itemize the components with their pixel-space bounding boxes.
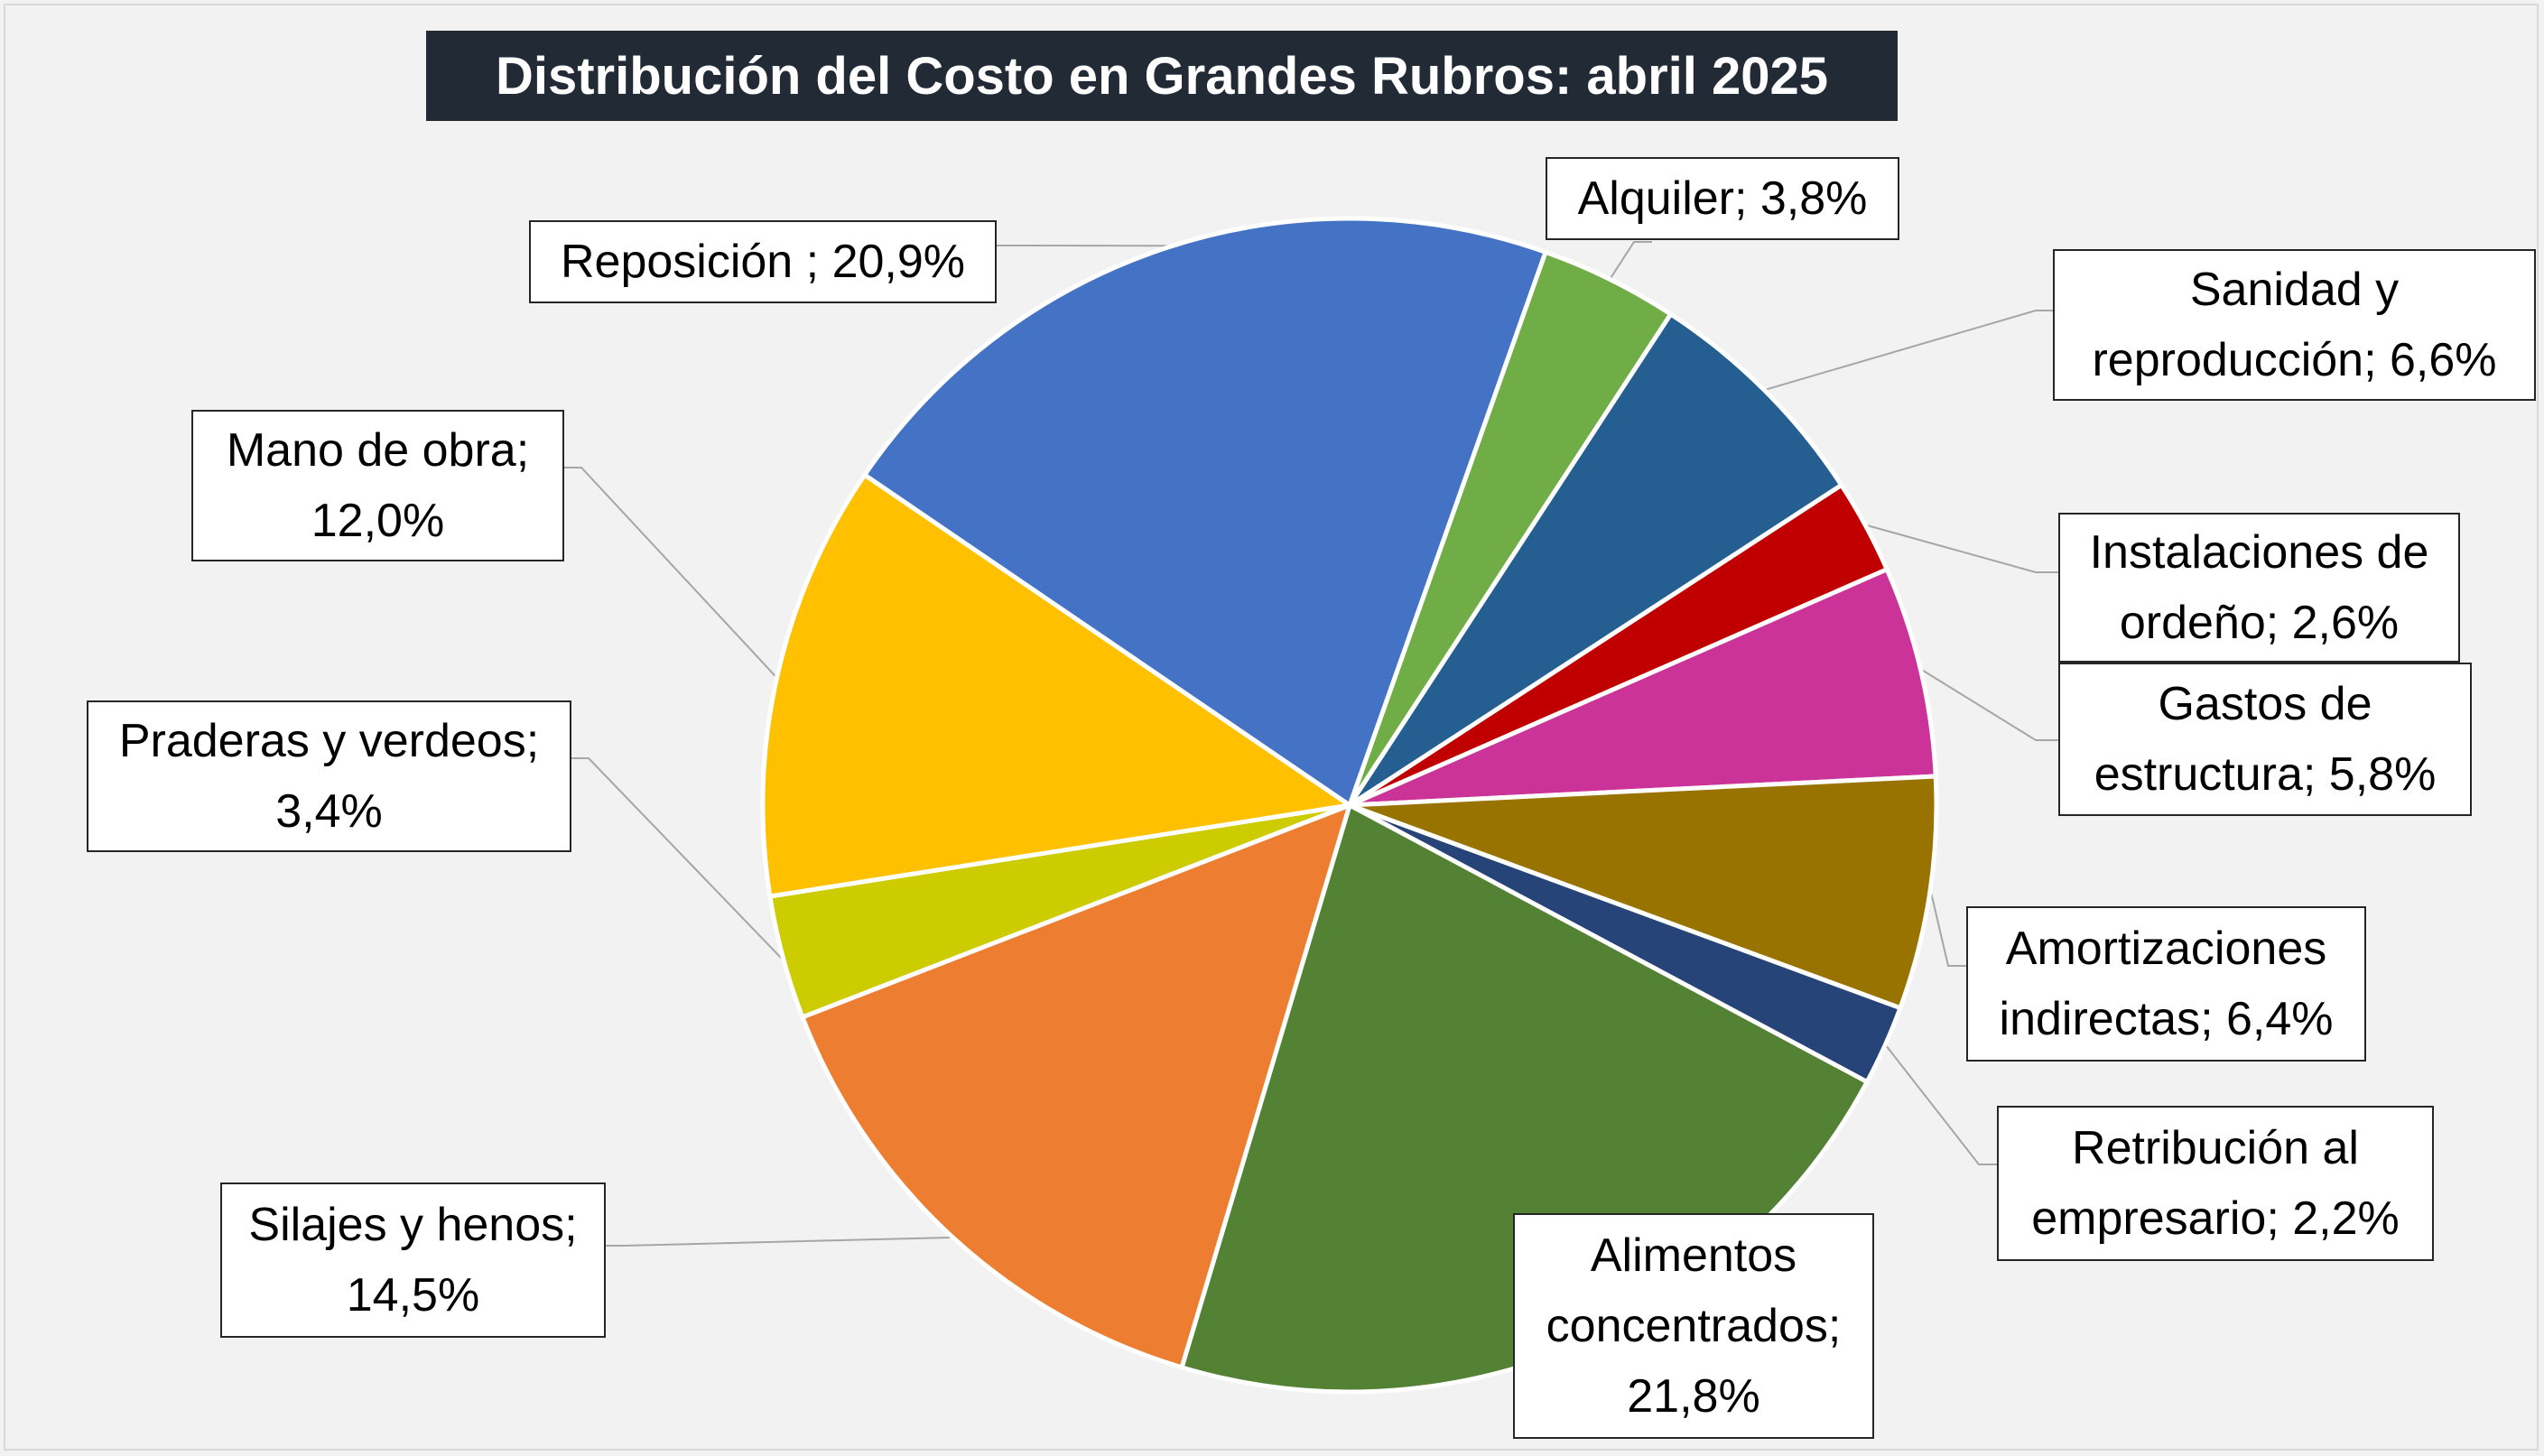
- data-label-line: ordeño; 2,6%: [2119, 597, 2400, 649]
- data-label-line: empresario; 2,2%: [2031, 1192, 2400, 1245]
- data-label-line: Alimentos: [1590, 1229, 1797, 1282]
- leader-lines: [564, 241, 2058, 1247]
- data-label-line: estructura; 5,8%: [2094, 748, 2437, 801]
- pie-slice-reposici-n: [862, 216, 1548, 808]
- data-label-sanidad-y-reproduccion: Sanidad y reproducción; 6,6%: [2053, 249, 2536, 401]
- data-label-reposicion: Reposición ; 20,9%: [529, 220, 997, 303]
- data-label-alimentos-concentrados: Alimentos concentrados; 21,8%: [1513, 1213, 1874, 1439]
- data-label-line: Praderas y verdeos;: [118, 715, 540, 767]
- data-label-line: 14,5%: [346, 1269, 480, 1322]
- data-label-line: Alquiler; 3,8%: [1577, 172, 1868, 225]
- data-label-line: indirectas; 6,4%: [1999, 993, 2334, 1045]
- data-label-gastos-de-estructura: Gastos de estructura; 5,8%: [2058, 663, 2472, 816]
- leader-line-instalaciones-de-orde-o: [1867, 524, 2058, 573]
- leader-line-sanidad-y-reproducci-n: [1766, 310, 2053, 391]
- data-label-instalaciones-de-ordeno: Instalaciones de ordeño; 2,6%: [2058, 513, 2460, 663]
- data-label-amortizaciones-indirectas: Amortizaciones indirectas; 6,4%: [1966, 906, 2366, 1062]
- data-label-mano-de-obra: Mano de obra; 12,0%: [191, 410, 564, 561]
- leader-line-gastos-de-estructura: [1922, 669, 2058, 741]
- data-label-silajes-y-henos: Silajes y henos; 14,5%: [220, 1182, 606, 1338]
- leader-line-praderas-y-verdeos: [571, 757, 783, 960]
- data-label-line: Silajes y henos;: [248, 1199, 578, 1251]
- data-label-line: 3,4%: [275, 785, 383, 838]
- data-label-line: Gastos de: [2158, 678, 2372, 730]
- leader-line-retribuci-n-al-empresario: [1886, 1045, 1997, 1165]
- pie-slices: [760, 216, 1939, 1395]
- data-label-line: Sanidad y: [2189, 264, 2400, 316]
- pie-slice-mano-de-obra: [760, 472, 1352, 899]
- pie-slice-silajes-y-henos: [800, 802, 1352, 1370]
- data-label-alquiler: Alquiler; 3,8%: [1546, 157, 1899, 240]
- data-label-line: Mano de obra;: [226, 424, 530, 477]
- leader-line-amortizaciones-indirectas: [1930, 894, 1966, 967]
- pie-slice-amortizaciones-indirectas: [1347, 774, 1939, 1011]
- data-label-line: Reposición ; 20,9%: [560, 236, 966, 288]
- leader-line-silajes-y-henos: [606, 1237, 951, 1247]
- data-label-line: Instalaciones de: [2089, 526, 2429, 579]
- data-label-praderas-y-verdeos: Praderas y verdeos; 3,4%: [87, 700, 571, 852]
- data-label-line: 12,0%: [311, 495, 445, 547]
- data-label-line: concentrados;: [1546, 1300, 1842, 1352]
- data-label-line: Retribución al: [2072, 1122, 2359, 1174]
- leader-line-alquiler: [1610, 241, 1652, 279]
- data-label-line: reproducción; 6,6%: [2092, 334, 2497, 386]
- data-label-retribucion-al-empresario: Retribución al empresario; 2,2%: [1997, 1106, 2434, 1261]
- pie-slice-gastos-de-estructura: [1347, 567, 1938, 808]
- leader-line-mano-de-obra: [564, 467, 776, 677]
- data-label-line: 21,8%: [1627, 1370, 1760, 1423]
- data-label-line: Amortizaciones: [2005, 923, 2327, 975]
- chart-title: Distribución del Costo en Grandes Rubros…: [426, 31, 1898, 121]
- pie-slice-sanidad-y-reproducci-n: [1347, 311, 1844, 808]
